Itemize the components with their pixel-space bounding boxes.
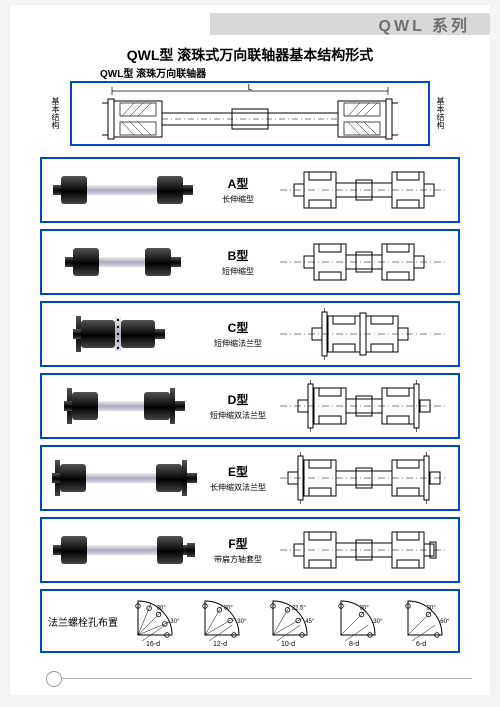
type-label-D: D型短伸缩双法兰型 [202, 391, 274, 421]
type-photo-B [42, 231, 202, 293]
svg-text:30°: 30° [427, 605, 437, 611]
type-drawing-A [274, 159, 454, 221]
bolt-pattern-10: 22.5° 45° 10-d [257, 591, 321, 652]
footer-ornament-circle [46, 671, 62, 687]
dim-L: L [248, 83, 253, 92]
type-desc: 短伸缩法兰型 [202, 338, 274, 349]
type-photo-E [42, 447, 202, 509]
type-drawing-B [274, 231, 454, 293]
bolt-diagrams: 30° 30° 16-d 30° 30° 12-d 22.5° 45° 10-d 30° 30° 8-… [120, 591, 458, 652]
basic-structure-diagram: L [70, 81, 430, 146]
svg-text:10-d: 10-d [281, 641, 295, 647]
type-label-A: A型长伸缩型 [202, 175, 274, 205]
type-name: F型 [202, 535, 274, 552]
svg-text:30°: 30° [224, 605, 234, 611]
page-title: QWL型 滚珠式万向联轴器基本结构形式 [10, 45, 490, 65]
type-desc: 短伸缩型 [202, 266, 274, 277]
type-drawing-F [274, 519, 454, 581]
svg-text:16-d: 16-d [146, 641, 160, 647]
type-photo-F [42, 519, 202, 581]
type-desc: 长伸缩型 [202, 194, 274, 205]
bolt-pattern-6: 30° 60° 6-d [392, 591, 456, 652]
type-desc: 长伸缩双法兰型 [202, 482, 274, 493]
bolt-pattern-16: 30° 30° 16-d [122, 591, 186, 652]
footer-ornament-line [62, 678, 472, 679]
side-label-left: 基本结构 [50, 97, 61, 129]
svg-text:30°: 30° [170, 619, 180, 625]
type-row-C: C型短伸缩法兰型 [40, 301, 460, 367]
type-name: A型 [202, 175, 274, 192]
type-photo-C [42, 303, 202, 365]
type-photo-D [42, 375, 202, 437]
type-row-F: F型带扁方轴套型 [40, 517, 460, 583]
type-label-B: B型短伸缩型 [202, 247, 274, 277]
type-desc: 带扁方轴套型 [202, 554, 274, 565]
type-row-A: A型长伸缩型 [40, 157, 460, 223]
side-label-right: 基本结构 [435, 97, 446, 129]
svg-text:8-d: 8-d [349, 641, 359, 647]
svg-text:22.5°: 22.5° [292, 605, 307, 611]
svg-text:30°: 30° [373, 619, 383, 625]
bolt-label: 法兰螺栓孔布置 [42, 614, 120, 629]
type-row-E: E型长伸缩双法兰型 [40, 445, 460, 511]
svg-text:30°: 30° [238, 619, 248, 625]
type-label-E: E型长伸缩双法兰型 [202, 463, 274, 493]
svg-text:12-d: 12-d [213, 641, 227, 647]
header-bar: QWL 系列 [210, 13, 490, 35]
bolt-pattern-row: 法兰螺栓孔布置30°30°16-d30°30°12-d22.5°45°10-d3… [40, 589, 460, 653]
svg-text:30°: 30° [359, 605, 369, 611]
svg-text:60°: 60° [440, 619, 450, 625]
type-label-C: C型短伸缩法兰型 [202, 319, 274, 349]
type-name: B型 [202, 247, 274, 264]
type-desc: 短伸缩双法兰型 [202, 410, 274, 421]
type-rows: A型长伸缩型 B型短伸缩型 C型短伸缩法兰型 D型短伸缩双法兰型 E型长伸缩双法兰型 F型… [40, 157, 460, 653]
type-name: C型 [202, 319, 274, 336]
type-name: E型 [202, 463, 274, 480]
series-label: QWL 系列 [379, 12, 470, 36]
catalog-page: QWL 系列 QWL型 滚珠式万向联轴器基本结构形式 QWL型 滚珠万向联轴器 … [10, 5, 490, 695]
bolt-pattern-8: 30° 30° 8-d [325, 591, 389, 652]
type-row-D: D型短伸缩双法兰型 [40, 373, 460, 439]
svg-text:30°: 30° [156, 605, 166, 611]
svg-text:6-d: 6-d [416, 641, 426, 647]
svg-text:45°: 45° [305, 619, 315, 625]
page-subtitle: QWL型 滚珠万向联轴器 [100, 65, 206, 80]
bolt-pattern-12: 30° 30° 12-d [189, 591, 253, 652]
basic-structure-svg: L [72, 83, 428, 144]
type-drawing-D [274, 375, 454, 437]
type-label-F: F型带扁方轴套型 [202, 535, 274, 565]
type-row-B: B型短伸缩型 [40, 229, 460, 295]
type-name: D型 [202, 391, 274, 408]
type-drawing-C [274, 303, 454, 365]
type-photo-A [42, 159, 202, 221]
type-drawing-E [274, 447, 454, 509]
